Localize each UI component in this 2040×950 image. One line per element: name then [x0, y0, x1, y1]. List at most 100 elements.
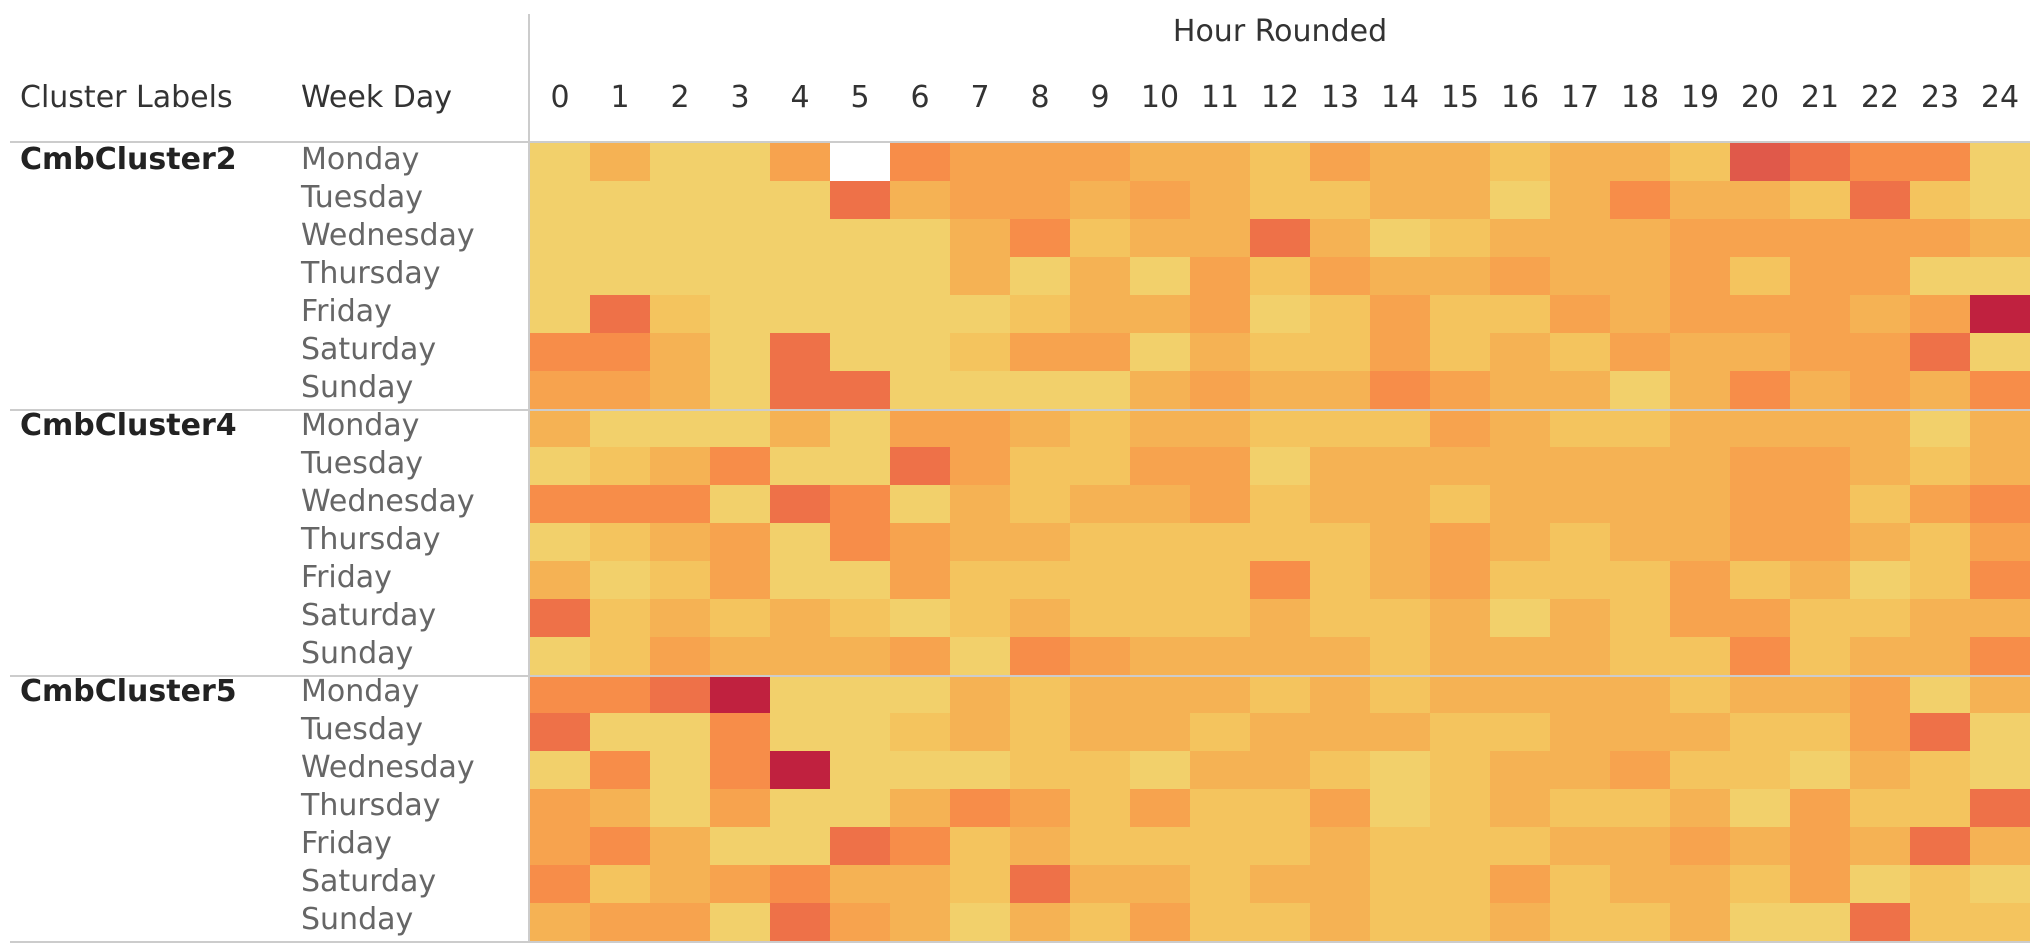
heatmap-cell — [650, 713, 710, 751]
heatmap-cell — [1850, 371, 1910, 409]
heatmap-cell — [950, 599, 1010, 637]
heatmap-cell — [1310, 219, 1370, 257]
heatmap-cell — [1910, 865, 1970, 903]
hour-tick-7: 7 — [970, 80, 990, 115]
heatmap-cell — [1730, 371, 1790, 409]
heatmap-cell — [1070, 713, 1130, 751]
heatmap-cell — [830, 257, 890, 295]
heatmap-cell — [710, 523, 770, 561]
heatmap-cell — [530, 447, 590, 485]
heatmap-cell — [890, 599, 950, 637]
heatmap-cell — [1550, 181, 1610, 219]
heatmap-cell — [1430, 523, 1490, 561]
heatmap-cell — [1790, 675, 1850, 713]
heatmap-cell — [1910, 637, 1970, 675]
heatmap-cell — [1550, 675, 1610, 713]
heatmap-cell — [830, 637, 890, 675]
heatmap-cell — [1670, 257, 1730, 295]
heatmap-cell — [530, 675, 590, 713]
heatmap-cell — [1610, 295, 1670, 333]
heatmap-cell — [1310, 447, 1370, 485]
heatmap-cell — [1370, 371, 1430, 409]
heatmap-cell — [530, 485, 590, 523]
heatmap-cell — [950, 143, 1010, 181]
heatmap-cell — [1370, 865, 1430, 903]
heatmap-cell — [1970, 599, 2030, 637]
heatmap-cell — [590, 751, 650, 789]
heatmap-cell — [1190, 599, 1250, 637]
heatmap-cell — [1310, 561, 1370, 599]
heatmap-cell — [1250, 371, 1310, 409]
heatmap-cell — [1130, 827, 1190, 865]
heatmap-cell — [710, 257, 770, 295]
heatmap-cell — [1850, 523, 1910, 561]
heatmap-cell — [590, 599, 650, 637]
heatmap-cell — [1790, 295, 1850, 333]
heatmap-cell — [950, 409, 1010, 447]
heatmap-cell — [1970, 181, 2030, 219]
heatmap-cell — [1970, 751, 2030, 789]
heatmap-cell — [890, 333, 950, 371]
heatmap-cell — [1010, 447, 1070, 485]
heatmap-cell — [1850, 485, 1910, 523]
heatmap-cell — [1910, 751, 1970, 789]
heatmap-cell — [1070, 409, 1130, 447]
heatmap-cell — [590, 561, 650, 599]
heatmap-cell — [1550, 789, 1610, 827]
heatmap-cell — [1430, 599, 1490, 637]
heatmap-cell — [650, 371, 710, 409]
heatmap-cell — [1010, 371, 1070, 409]
heatmap-cell — [1850, 827, 1910, 865]
heatmap-cell — [1550, 903, 1610, 941]
heatmap-cell — [1490, 789, 1550, 827]
heatmap-cell — [1850, 333, 1910, 371]
heatmap-cell — [1730, 523, 1790, 561]
heatmap-cell — [1130, 371, 1190, 409]
cluster-label: CmbCluster2 — [20, 142, 237, 177]
heatmap-cell — [1190, 827, 1250, 865]
heatmap-cell — [1250, 789, 1310, 827]
heatmap-cell — [1610, 333, 1670, 371]
heatmap-cell — [1010, 751, 1070, 789]
heatmap-cell — [1790, 333, 1850, 371]
heatmap-cell — [890, 827, 950, 865]
heatmap-cell — [530, 409, 590, 447]
heatmap-cell — [1790, 865, 1850, 903]
heatmap-cell — [890, 903, 950, 941]
heatmap-cell — [590, 143, 650, 181]
heatmap-cell — [1190, 485, 1250, 523]
heatmap-cell — [1670, 599, 1730, 637]
heatmap-cell — [890, 865, 950, 903]
heatmap-cell — [1130, 295, 1190, 333]
heatmap-cell — [1670, 181, 1730, 219]
heatmap-cell — [1610, 219, 1670, 257]
heatmap-cell — [830, 485, 890, 523]
heatmap-cell — [1730, 181, 1790, 219]
heatmap-cell — [890, 561, 950, 599]
heatmap-cell — [1490, 333, 1550, 371]
heatmap-cell — [1190, 637, 1250, 675]
heatmap-cell — [1310, 789, 1370, 827]
week-day-label: Sunday — [301, 902, 414, 937]
heatmap-cell — [1970, 295, 2030, 333]
heatmap-cell — [1970, 865, 2030, 903]
heatmap-cell — [770, 409, 830, 447]
heatmap-cell — [1730, 561, 1790, 599]
heatmap-cell — [1370, 827, 1430, 865]
heatmap-cell — [1790, 599, 1850, 637]
heatmap-cell — [650, 181, 710, 219]
heatmap-cell — [1610, 257, 1670, 295]
heatmap-cell — [830, 333, 890, 371]
heatmap-cell — [770, 219, 830, 257]
heatmap-cell — [1490, 409, 1550, 447]
heatmap-cell — [830, 143, 890, 181]
heatmap-cell — [650, 903, 710, 941]
heatmap-cell — [1250, 485, 1310, 523]
heatmap-cell — [770, 333, 830, 371]
heatmap-cell — [1070, 485, 1130, 523]
heatmap-cell — [890, 219, 950, 257]
heatmap-cell — [770, 675, 830, 713]
heatmap-cell — [1010, 675, 1070, 713]
heatmap-cell — [1730, 409, 1790, 447]
heatmap-cell — [1850, 561, 1910, 599]
